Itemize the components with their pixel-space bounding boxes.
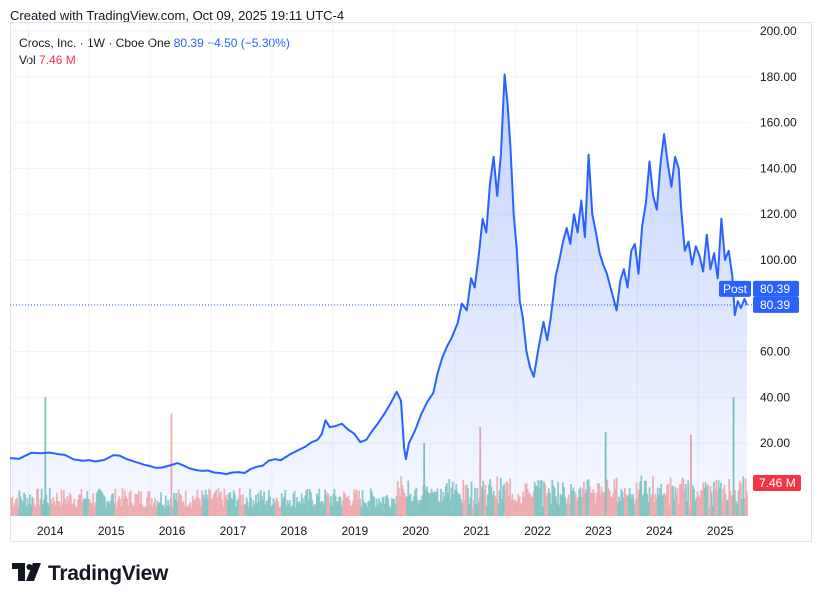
tradingview-logo-icon[interactable] [12,562,42,586]
y-axis: 200.00180.00160.00140.00120.00100.0080.0… [760,24,797,450]
legend-change: −4.50 (−5.30%) [207,36,290,50]
post-label: Post [723,282,748,296]
legend-volume-label[interactable]: Vol [19,53,36,67]
last-price-box [753,296,799,313]
footer-brand[interactable]: TradingView [48,562,169,585]
x-tick-label-11: 2025 [707,524,734,538]
y-tick-label-5: 100.00 [760,253,797,267]
last-price-label: 80.39 [760,298,790,312]
x-axis: 2014 2015 2016 2017 2018 2019 2020 2021 2022 2023… [37,524,734,538]
y-tick-label-8: 40.00 [760,390,790,404]
y-tick-label-3: 140.00 [760,161,797,175]
legend-volume-value: 7.46 M [39,53,76,67]
x-tick-label-3: 2017 [220,524,247,538]
post-label-box [719,280,751,297]
x-tick-label-0: 2014 [37,524,64,538]
price-area-fill [10,74,747,516]
y-tick-label-2: 160.00 [760,116,797,130]
volume-tag-box [753,475,801,491]
legend-symbol-row: Crocs, Inc. · 1W · Cboe One 80.39 −4.50 … [19,36,290,50]
legend-last-price: 80.39 [173,36,204,50]
x-tick-label-7: 2021 [463,524,490,538]
x-tick-label-2: 2016 [159,524,186,538]
post-price-label: 80.39 [760,282,790,296]
y-tick-label-7: 60.00 [760,345,790,359]
price-line [9,73,748,476]
x-tick-label-1: 2015 [98,524,125,538]
chart-caption: Created with TradingView.com, Oct 09, 20… [10,8,345,23]
post-price-box [753,280,799,297]
chart-frame [10,22,812,542]
y-tick-label-4: 120.00 [760,207,797,221]
y-tick-label-0: 200.00 [760,24,797,38]
legend-volume-row: Vol 7.46 M [19,53,76,67]
volume-tag-label: 7.46 M [759,476,796,490]
y-tick-label-1: 180.00 [760,70,797,84]
price-tags: Post 80.39 80.39 7.46 M [10,280,801,491]
x-tick-label-6: 2020 [402,524,429,538]
grid-lines [10,22,750,512]
y-tick-label-9: 20.00 [760,436,790,450]
x-tick-label-9: 2023 [585,524,612,538]
x-tick-label-10: 2024 [646,524,673,538]
x-tick-label-4: 2018 [281,524,308,538]
price-series-line [9,73,748,476]
price-area [10,74,747,516]
legend-symbol[interactable]: Crocs, Inc. · 1W · Cboe One [19,36,171,50]
x-tick-label-8: 2022 [524,524,551,538]
x-tick-label-5: 2019 [341,524,368,538]
footer: TradingView [12,562,168,586]
